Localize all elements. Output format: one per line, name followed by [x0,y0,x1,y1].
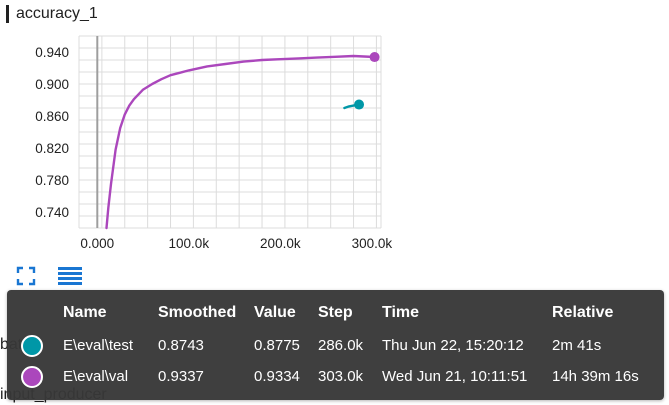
header-smoothed: Smoothed [158,304,237,321]
row-relative: 2m 41s [552,337,602,354]
y-tick-label: 0.780 [35,173,69,188]
row-value: 0.9334 [254,368,300,385]
y-tick-label: 0.900 [35,77,69,92]
toggle-log-menu-button[interactable] [58,266,82,291]
y-axis-ticks: 0.740 0.780 0.820 0.860 0.900 0.940 [35,45,69,220]
chart-grid [78,35,382,229]
row-time: Wed Jun 21, 10:11:51 [382,368,528,385]
row-step: 303.0k [318,368,364,385]
list-icon [58,267,82,285]
series-swatch-test [21,334,43,357]
card-title-text: accuracy_1 [16,5,98,22]
series-line-0 [105,54,376,230]
header-step: Step [318,304,353,321]
y-tick-label: 0.740 [35,205,69,220]
y-tick-label: 0.940 [35,45,69,60]
expand-chart-button[interactable] [16,266,36,291]
fullscreen-icon [16,266,36,286]
y-tick-label: 0.820 [35,141,69,156]
row-smoothed: 0.8743 [158,337,204,354]
header-time: Time [382,304,420,321]
header-name: Name [63,304,107,321]
y-tick-label: 0.860 [35,109,69,124]
x-tick-label: 300.0k [352,236,393,251]
tooltip-table: Name Smoothed Value Step Time Relative E… [21,302,662,392]
tooltip-panel: Name Smoothed Value Step Time Relative E… [7,290,664,400]
x-tick-label: 200.0k [260,236,301,251]
row-relative: 14h 39m 16s [552,368,639,385]
x-tick-label: 0.000 [80,236,114,251]
row-step: 286.0k [318,337,364,354]
row-value: 0.8775 [254,337,300,354]
title-marker [6,5,9,23]
card-title: accuracy_1 [6,4,98,24]
series-endpoint-0 [369,52,380,63]
series-endpoint-1 [354,99,365,110]
row-time: Thu Jun 22, 15:20:12 [382,337,524,354]
x-axis-ticks: 0.000 100.0k 200.0k 300.0k [80,236,392,251]
tooltip-row: E\eval\test 0.8743 0.8775 286.0k Thu Jun… [21,330,662,361]
series-swatch-val [21,365,43,388]
tooltip-header-swatch [21,302,63,330]
line-chart[interactable]: 0.740 0.780 0.820 0.860 0.900 0.940 0.000 100.… [0,0,669,290]
tooltip-row: E\eval\val 0.9337 0.9334 303.0k Wed Jun … [21,361,662,392]
row-name: E\eval\test [63,337,134,354]
header-relative: Relative [552,304,614,321]
header-value: Value [254,304,296,321]
row-name: E\eval\val [63,368,129,385]
tooltip-header-row: Name Smoothed Value Step Time Relative [21,302,662,330]
row-smoothed: 0.9337 [158,368,204,385]
x-tick-label: 100.0k [169,236,210,251]
chart-series [105,52,380,230]
